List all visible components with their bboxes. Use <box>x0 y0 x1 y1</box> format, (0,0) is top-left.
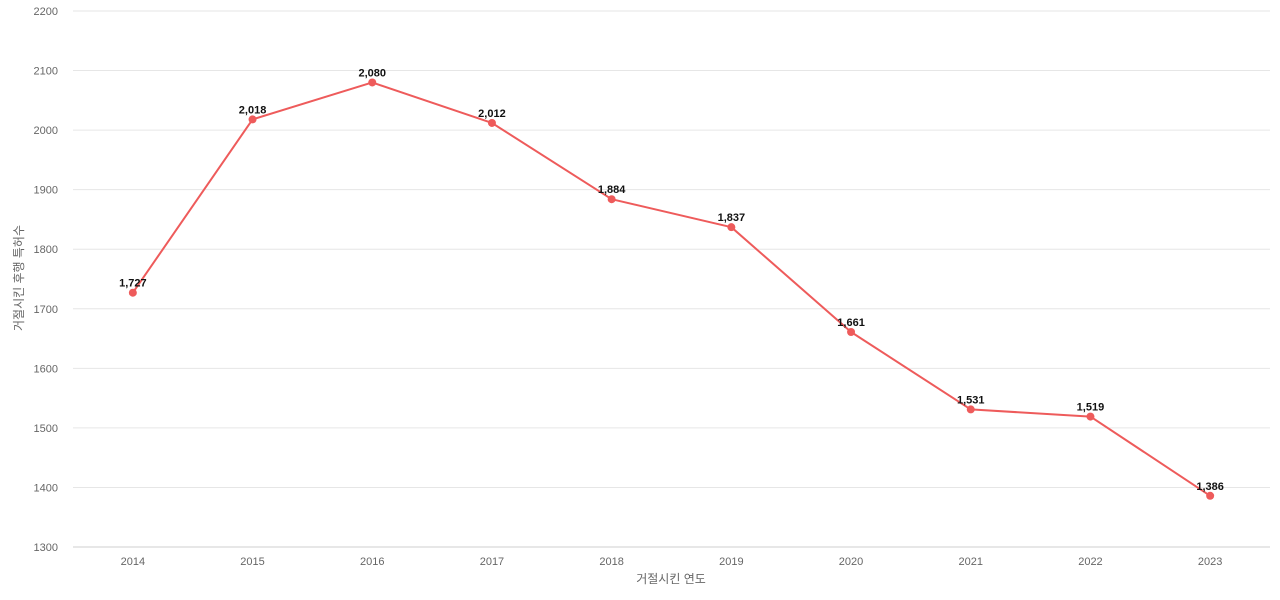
y-tick-label: 1700 <box>34 304 58 316</box>
data-label: 1,884 <box>598 184 626 196</box>
data-point <box>368 78 377 87</box>
x-tick-label: 2020 <box>839 556 863 568</box>
data-label: 1,531 <box>957 394 985 406</box>
x-tick-label: 2017 <box>480 556 504 568</box>
y-axis-ticks: 1300 1400 1500 1600 1700 1800 1900 2000 2100 2200 <box>34 6 58 554</box>
y-tick-label: 1300 <box>34 542 58 554</box>
data-point <box>1086 412 1095 421</box>
y-tick-label: 1900 <box>34 185 58 197</box>
data-label: 1,661 <box>837 317 865 329</box>
y-tick-label: 1600 <box>34 363 58 375</box>
data-label: 1,837 <box>718 212 746 224</box>
y-tick-label: 2100 <box>34 66 58 78</box>
y-tick-label: 2000 <box>34 125 58 137</box>
x-tick-label: 2014 <box>121 556 145 568</box>
x-tick-label: 2016 <box>360 556 384 568</box>
x-tick-label: 2023 <box>1198 556 1222 568</box>
y-tick-label: 1400 <box>34 482 58 494</box>
y-tick-label: 1800 <box>34 244 58 256</box>
y-axis-title: 거절시킨 후행 특허수 <box>11 225 26 331</box>
x-axis-ticks: 2014 2015 2016 2017 2018 2019 2020 2021 2022 2023 <box>121 556 1223 568</box>
series-layer <box>128 78 1215 500</box>
x-axis-title: 거절시킨 연도 <box>636 572 706 586</box>
data-label: 2,018 <box>239 104 267 116</box>
data-point <box>487 118 496 127</box>
data-point <box>727 223 736 232</box>
data-label: 1,519 <box>1077 402 1105 414</box>
grid-lines <box>73 10 1270 548</box>
data-point <box>847 328 856 337</box>
x-tick-label: 2021 <box>959 556 983 568</box>
data-point <box>128 288 137 297</box>
data-point <box>607 195 616 204</box>
data-labels: 1,727 2,018 2,080 2,012 1,884 1,837 1,661 1,531… <box>119 67 1224 492</box>
data-label: 1,727 <box>119 278 147 290</box>
data-label: 2,080 <box>358 67 386 79</box>
data-label: 2,012 <box>478 108 506 120</box>
data-point <box>966 405 975 414</box>
data-point <box>248 115 257 124</box>
x-tick-label: 2019 <box>719 556 743 568</box>
data-label: 1,386 <box>1196 481 1224 493</box>
series-line <box>132 81 1211 497</box>
x-tick-label: 2022 <box>1078 556 1102 568</box>
y-tick-label: 2200 <box>34 6 58 18</box>
data-point <box>1206 491 1215 500</box>
x-tick-label: 2015 <box>240 556 264 568</box>
y-tick-label: 1500 <box>34 423 58 435</box>
x-tick-label: 2018 <box>599 556 623 568</box>
